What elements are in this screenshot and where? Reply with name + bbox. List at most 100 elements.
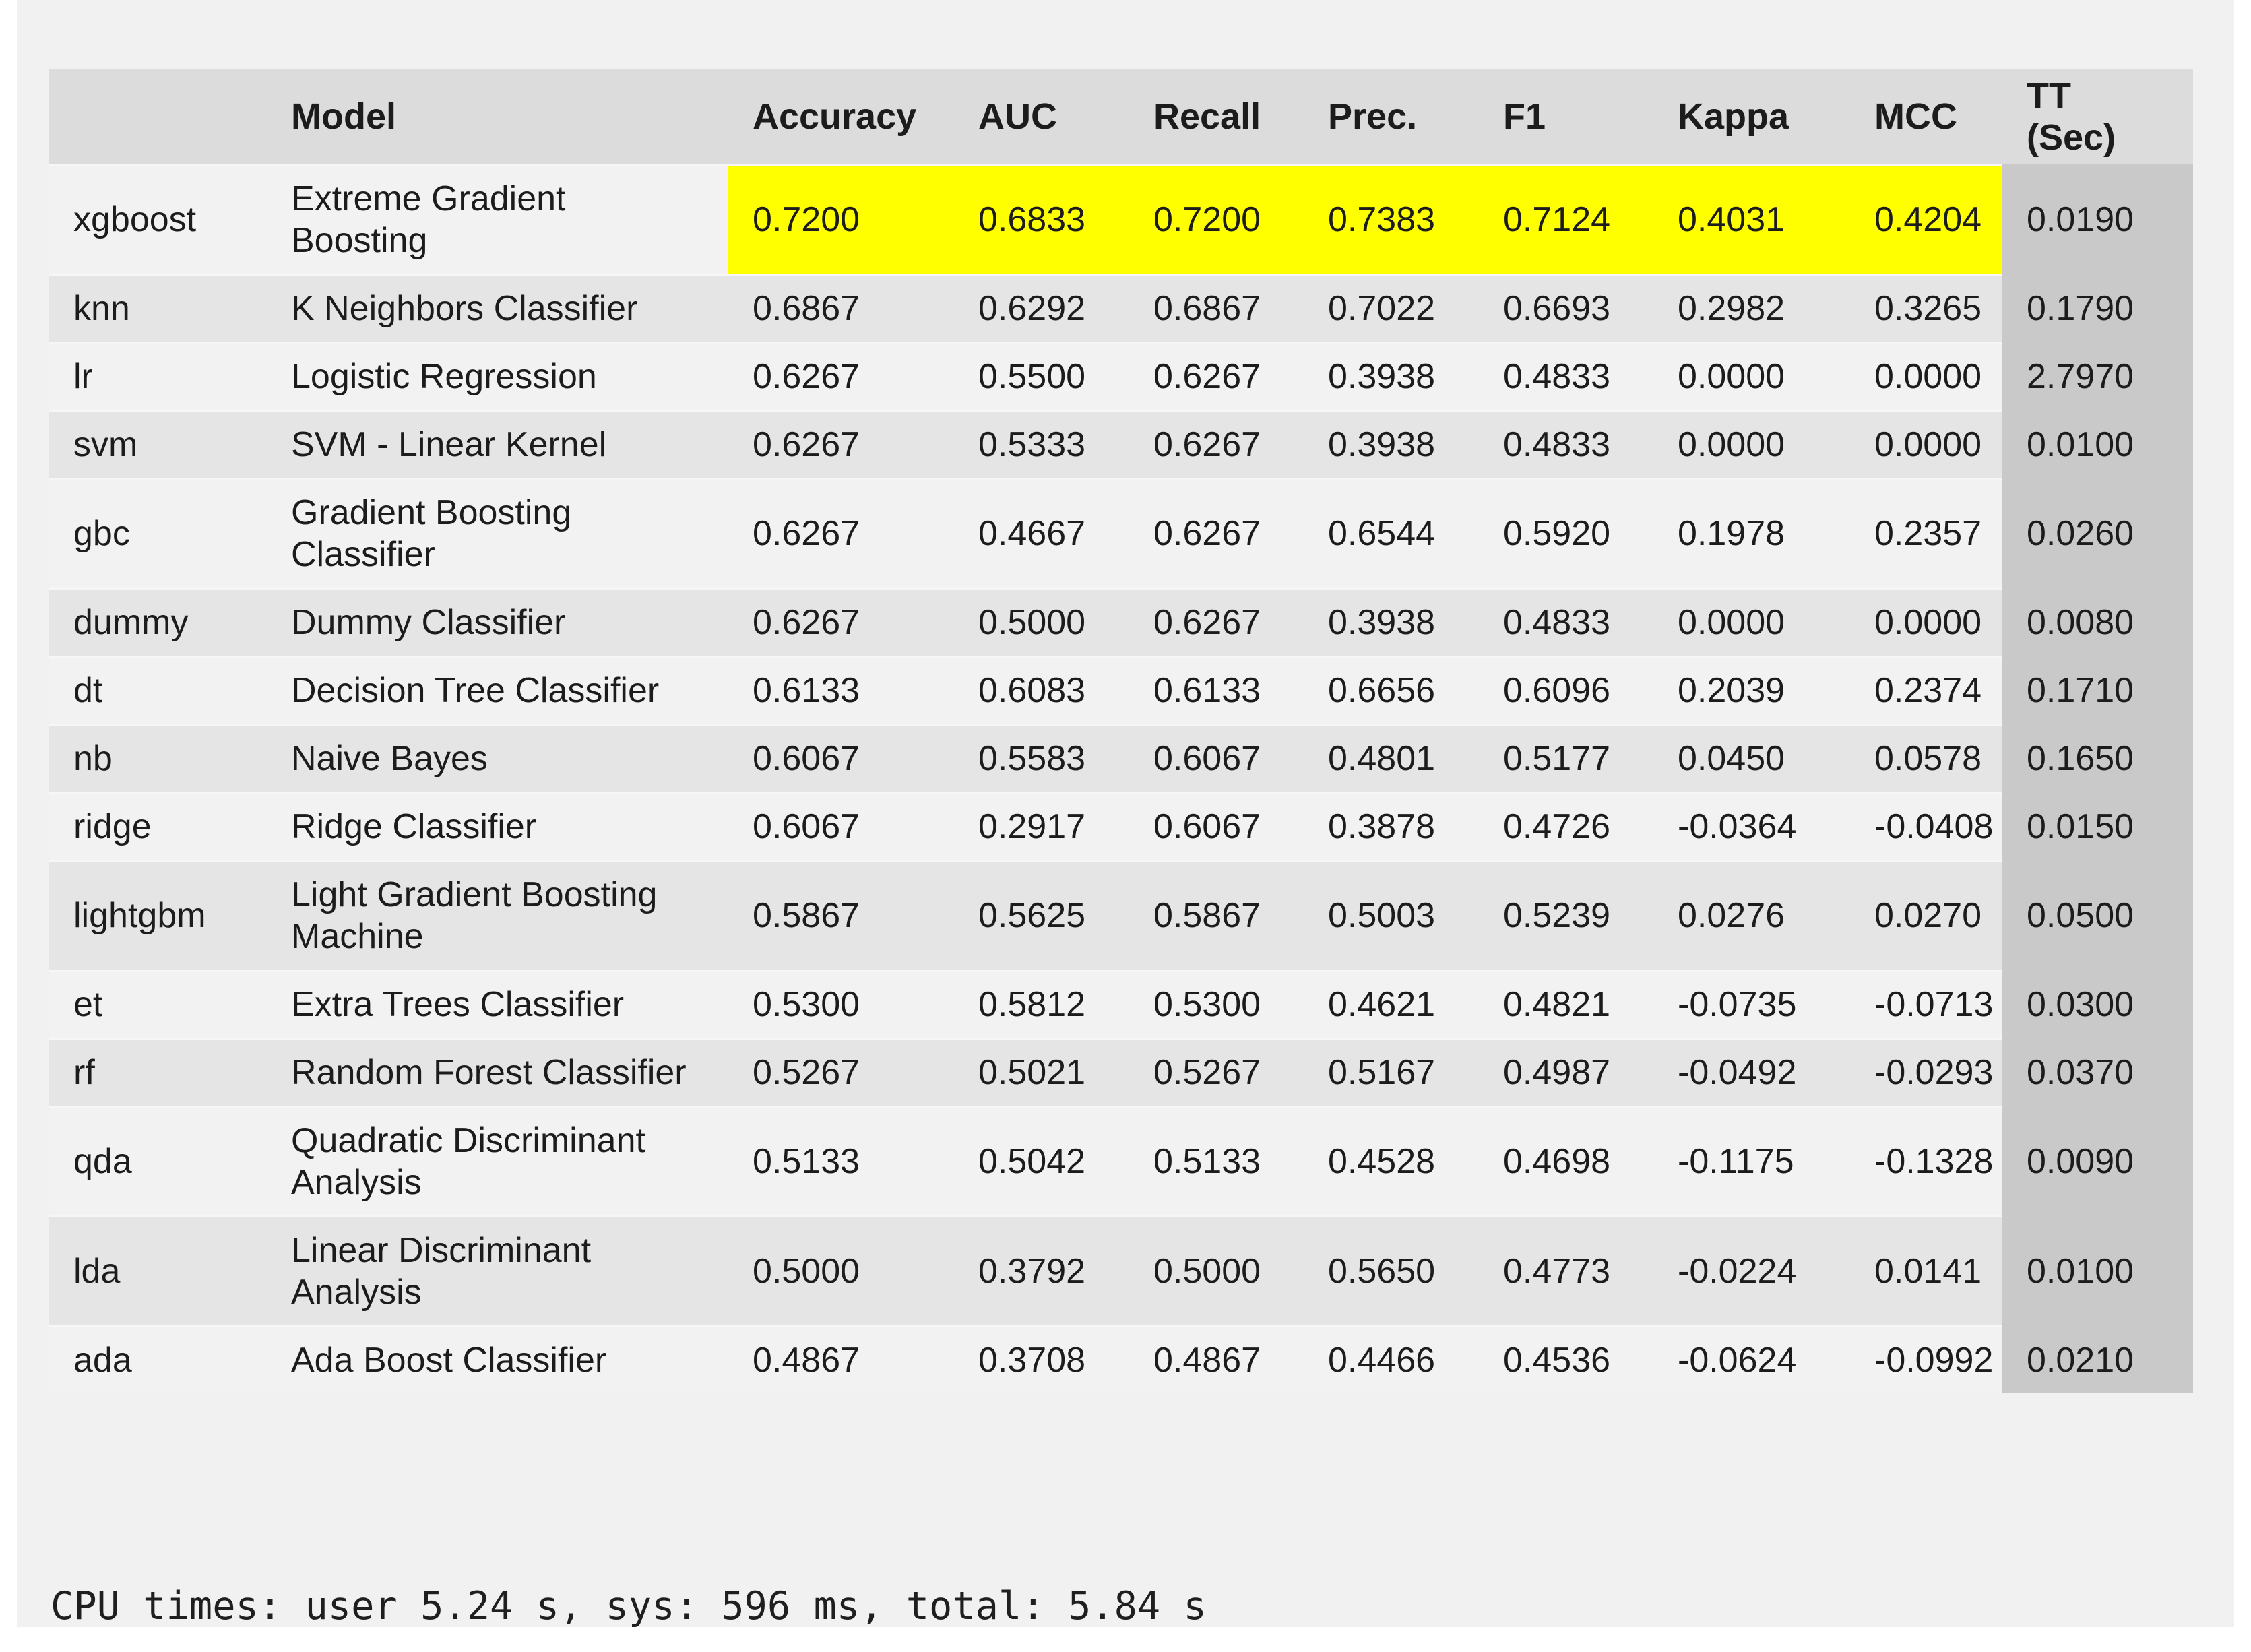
metric-cell: 0.6267 bbox=[1129, 342, 1304, 411]
metric-cell: 0.5021 bbox=[954, 1038, 1129, 1107]
metric-cell: 0.6096 bbox=[1479, 656, 1653, 725]
metric-cell: 0.5000 bbox=[954, 587, 1129, 657]
model-name-cell: Dummy Classifier bbox=[267, 587, 728, 657]
tt-cell: 0.0300 bbox=[2002, 970, 2193, 1039]
table-row: ada Ada Boost Classifier 0.4867 0.3708 0.486… bbox=[49, 1325, 2193, 1393]
metric-cell: 0.0000 bbox=[1653, 410, 1850, 479]
metric-cell: 0.5583 bbox=[954, 724, 1129, 793]
metric-cell: 0.0000 bbox=[1850, 410, 2002, 479]
metric-cell: -0.0224 bbox=[1653, 1215, 1850, 1327]
metric-cell: 0.3938 bbox=[1304, 587, 1479, 657]
metric-cell: 0.6267 bbox=[1129, 587, 1304, 657]
metric-cell: 0.4821 bbox=[1479, 970, 1653, 1039]
metric-cell: 0.5267 bbox=[728, 1038, 954, 1107]
metric-cell: -0.0713 bbox=[1850, 970, 2002, 1039]
model-name-cell: Ada Boost Classifier bbox=[267, 1325, 728, 1393]
metric-cell: -0.0992 bbox=[1850, 1325, 2002, 1393]
table-row: ridge Ridge Classifier 0.6067 0.2917 0.6067 0… bbox=[49, 792, 2193, 861]
metric-cell: 0.5333 bbox=[954, 410, 1129, 479]
index-column-header bbox=[49, 69, 267, 165]
metric-cell: 0.0276 bbox=[1653, 860, 1850, 971]
metric-cell: 0.4528 bbox=[1304, 1106, 1479, 1217]
table-row: dt Decision Tree Classifier 0.6133 0.6083 0.… bbox=[49, 656, 2193, 725]
metric-cell: 0.5920 bbox=[1479, 478, 1653, 589]
table-row: lr Logistic Regression 0.6267 0.5500 0.6267 0… bbox=[49, 342, 2193, 411]
metric-cell: 0.6067 bbox=[1129, 724, 1304, 793]
tt-cell: 0.1790 bbox=[2002, 274, 2193, 343]
metric-cell: 0.5000 bbox=[1129, 1215, 1304, 1327]
tt-cell: 0.0100 bbox=[2002, 410, 2193, 479]
metric-cell: 0.5042 bbox=[954, 1106, 1129, 1217]
metric-cell: 0.0000 bbox=[1653, 587, 1850, 657]
metric-cell: 0.3708 bbox=[954, 1325, 1129, 1393]
metric-cell: 0.6267 bbox=[728, 587, 954, 657]
metric-cell: 0.0578 bbox=[1850, 724, 2002, 793]
metric-cell: 0.7022 bbox=[1304, 274, 1479, 343]
metric-cell: 0.5625 bbox=[954, 860, 1129, 971]
highlighted-metric-cell: 0.7124 bbox=[1479, 164, 1653, 275]
column-header-mcc: MCC bbox=[1850, 69, 2002, 165]
table-row: gbc Gradient Boosting Classifier 0.6267 0.4… bbox=[49, 478, 2193, 589]
model-name-cell: Ridge Classifier bbox=[267, 792, 728, 861]
metric-cell: 0.6133 bbox=[1129, 656, 1304, 725]
metric-cell: 0.5650 bbox=[1304, 1215, 1479, 1327]
table-row: dummy Dummy Classifier 0.6267 0.5000 0.6267 0… bbox=[49, 587, 2193, 657]
metric-cell: 0.1978 bbox=[1653, 478, 1850, 589]
metric-cell: 0.5300 bbox=[1129, 970, 1304, 1039]
metric-cell: 0.2982 bbox=[1653, 274, 1850, 343]
table-header: Model Accuracy AUC Recall Prec. F1 Kappa MCC TT … bbox=[49, 69, 2193, 165]
metric-cell: 0.0450 bbox=[1653, 724, 1850, 793]
row-index-cell: dummy bbox=[49, 587, 267, 657]
metric-cell: 0.4536 bbox=[1479, 1325, 1653, 1393]
metric-cell: 0.5133 bbox=[1129, 1106, 1304, 1217]
metric-cell: 0.0000 bbox=[1653, 342, 1850, 411]
column-header-recall: Recall bbox=[1129, 69, 1304, 165]
metric-cell: 0.6267 bbox=[728, 478, 954, 589]
metric-cell: 0.5267 bbox=[1129, 1038, 1304, 1107]
tt-cell: 0.0090 bbox=[2002, 1106, 2193, 1217]
tt-cell: 0.0260 bbox=[2002, 478, 2193, 589]
metric-cell: 0.4698 bbox=[1479, 1106, 1653, 1217]
metric-cell: 0.5003 bbox=[1304, 860, 1479, 971]
tt-cell: 0.1710 bbox=[2002, 656, 2193, 725]
table-row: knn K Neighbors Classifier 0.6867 0.6292 0.6… bbox=[49, 274, 2193, 343]
metric-cell: 0.3792 bbox=[954, 1215, 1129, 1327]
table-row: lightgbm Light Gradient Boosting Machine 0… bbox=[49, 860, 2193, 971]
metric-cell: 0.5812 bbox=[954, 970, 1129, 1039]
row-index-cell: lda bbox=[49, 1215, 267, 1327]
metric-cell: 0.4621 bbox=[1304, 970, 1479, 1039]
metric-cell: 0.6693 bbox=[1479, 274, 1653, 343]
row-index-cell: gbc bbox=[49, 478, 267, 589]
metric-cell: 0.6867 bbox=[728, 274, 954, 343]
row-index-cell: lr bbox=[49, 342, 267, 411]
table-row: rf Random Forest Classifier 0.5267 0.5021 0.… bbox=[49, 1038, 2193, 1107]
metric-cell: 0.0000 bbox=[1850, 587, 2002, 657]
model-name-cell: Linear Discriminant Analysis bbox=[267, 1215, 728, 1327]
table-row: xgboost Extreme Gradient Boosting 0.7200 0.… bbox=[49, 164, 2193, 275]
metric-cell: 0.0141 bbox=[1850, 1215, 2002, 1327]
tt-cell: 0.0190 bbox=[2002, 164, 2193, 275]
highlighted-metric-cell: 0.7200 bbox=[1129, 164, 1304, 275]
table-body: xgboost Extreme Gradient Boosting 0.7200 0.… bbox=[49, 164, 2193, 1393]
metric-cell: 0.5867 bbox=[728, 860, 954, 971]
metric-cell: 0.6067 bbox=[728, 724, 954, 793]
highlighted-metric-cell: 0.4204 bbox=[1850, 164, 2002, 275]
column-header-prec-: Prec. bbox=[1304, 69, 1479, 165]
metric-cell: 0.6267 bbox=[1129, 410, 1304, 479]
metric-cell: 0.5867 bbox=[1129, 860, 1304, 971]
highlighted-metric-cell: 0.7383 bbox=[1304, 164, 1479, 275]
tt-cell: 0.0080 bbox=[2002, 587, 2193, 657]
metric-cell: 0.4833 bbox=[1479, 587, 1653, 657]
metric-cell: 0.4773 bbox=[1479, 1215, 1653, 1327]
metric-cell: 0.4833 bbox=[1479, 342, 1653, 411]
model-name-cell: Extra Trees Classifier bbox=[267, 970, 728, 1039]
metric-cell: 0.6133 bbox=[728, 656, 954, 725]
table-row: nb Naive Bayes 0.6067 0.5583 0.6067 0.4801 0.5… bbox=[49, 724, 2193, 793]
metric-cell: 0.4801 bbox=[1304, 724, 1479, 793]
cpu-times-line: CPU times: user 5.24 s, sys: 596 ms, tot… bbox=[51, 1584, 1207, 1627]
metric-cell: 0.4867 bbox=[1129, 1325, 1304, 1393]
model-name-cell: SVM - Linear Kernel bbox=[267, 410, 728, 479]
column-header-accuracy: Accuracy bbox=[728, 69, 954, 165]
metric-cell: 0.2357 bbox=[1850, 478, 2002, 589]
model-name-cell: Decision Tree Classifier bbox=[267, 656, 728, 725]
